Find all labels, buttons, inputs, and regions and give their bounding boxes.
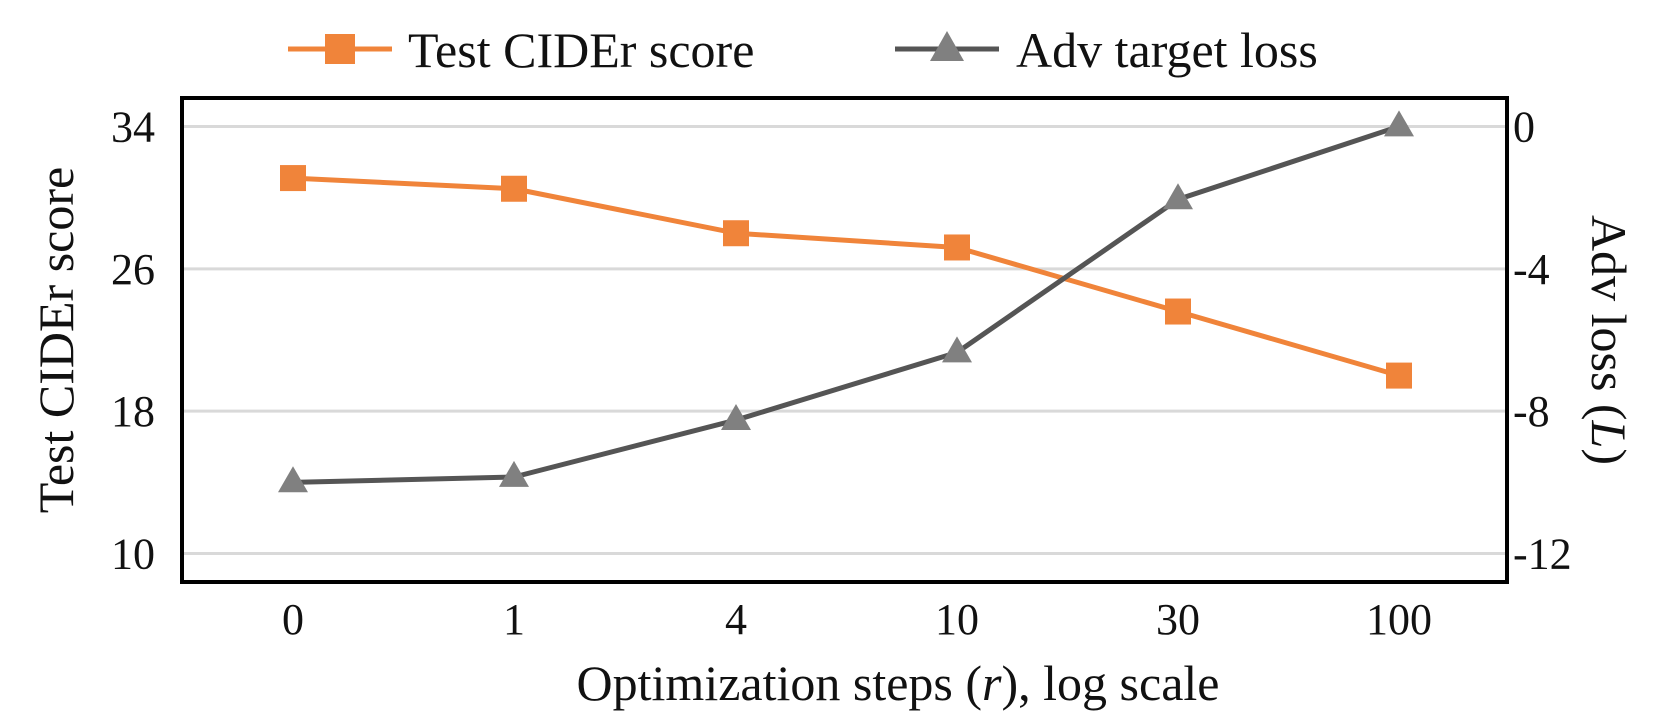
left-tick-label: 18 (111, 387, 155, 436)
y-axis-left-title: Test CIDEr score (28, 167, 84, 513)
x-axis-title-part2: ), log scale (1002, 655, 1220, 711)
series-line (292, 175, 1400, 378)
legend-item-adv-loss: Adv target loss (895, 22, 1318, 78)
data-point-square (1165, 298, 1191, 325)
data-point-square (280, 165, 306, 192)
data-point-triangle (721, 403, 751, 430)
x-ticks: 0 1 4 10 30 100 (282, 595, 1432, 644)
gridlines (182, 124, 1507, 556)
data-point-square (1386, 362, 1412, 389)
x-axis-title-part1: Optimization steps ( (577, 655, 983, 711)
legend-marker-square (325, 34, 355, 64)
right-tick-label: -4 (1513, 245, 1550, 294)
left-tick-label: 10 (111, 530, 155, 579)
left-tick-label: 26 (111, 245, 155, 294)
right-y-ticks: -12 -8 -4 0 (1513, 102, 1572, 578)
legend-item-cider: Test CIDEr score (288, 22, 754, 78)
series-adv-loss (278, 110, 1414, 493)
x-axis-title: Optimization steps (r), log scale (577, 655, 1220, 711)
x-axis-title-symbol: r (982, 655, 1002, 711)
x-tick-label: 1 (503, 595, 525, 644)
data-point-triangle (1384, 110, 1414, 137)
right-tick-label: 0 (1513, 102, 1535, 151)
data-point-triangle (499, 460, 529, 487)
data-point-square (944, 234, 970, 261)
legend-marker-triangle (930, 31, 964, 61)
plot-frame (180, 96, 1509, 584)
legend-label-cider: Test CIDEr score (408, 22, 754, 78)
right-tick-label: -8 (1513, 387, 1550, 436)
legend: Test CIDEr score Adv target loss (288, 22, 1318, 78)
x-tick-label: 0 (282, 595, 304, 644)
y-axis-right-title-part2: ) (1581, 448, 1637, 465)
data-point-triangle (278, 466, 308, 493)
data-point-square (723, 220, 749, 247)
plot-series (278, 110, 1414, 493)
x-tick-label: 100 (1366, 595, 1432, 644)
x-tick-label: 4 (725, 595, 747, 644)
data-point-triangle (1163, 183, 1193, 210)
right-tick-label: -12 (1513, 530, 1572, 579)
y-axis-right-title-symbol: L (1581, 420, 1637, 449)
data-point-square (501, 175, 527, 202)
left-tick-label: 34 (111, 102, 155, 151)
data-point-triangle (942, 336, 972, 363)
x-tick-label: 30 (1156, 595, 1200, 644)
y-axis-right-title-part1: Adv loss ( (1581, 215, 1637, 421)
left-y-ticks: 10 18 26 34 (111, 102, 155, 578)
legend-label-adv-loss: Adv target loss (1016, 22, 1318, 78)
y-axis-right-title: Adv loss (L) (1581, 215, 1637, 465)
series-line (292, 124, 1400, 485)
x-tick-label: 10 (935, 595, 979, 644)
series-cider (280, 165, 1412, 389)
